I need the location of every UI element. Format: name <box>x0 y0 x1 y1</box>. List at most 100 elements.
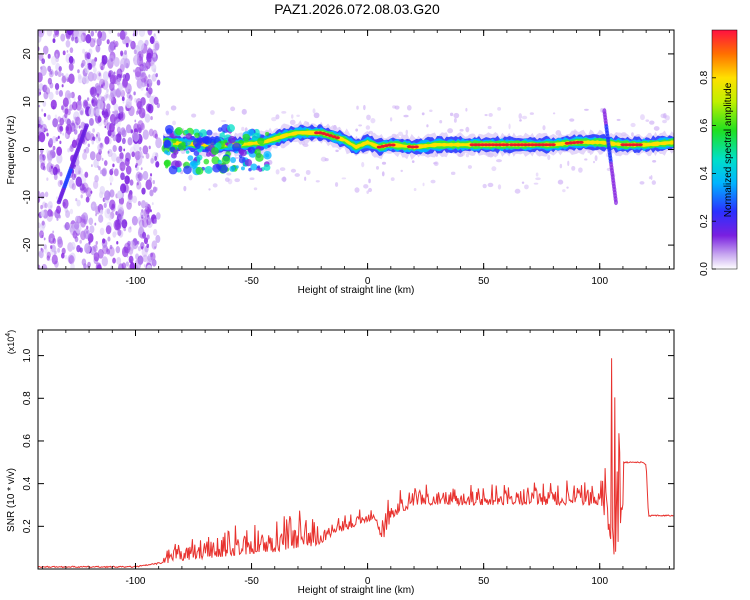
noise-blob <box>120 172 125 181</box>
ridge-core <box>540 143 546 147</box>
noise-blob <box>141 187 146 195</box>
noise-blob <box>116 209 124 220</box>
noise-blob <box>147 30 153 36</box>
noise-blob <box>131 151 136 158</box>
noise-blob <box>101 167 108 177</box>
noise-blob <box>108 93 114 102</box>
noise-blob <box>640 114 645 121</box>
noise-blob <box>521 115 528 120</box>
noise-blob <box>139 53 142 57</box>
noise-blob <box>281 176 287 182</box>
noise-blob <box>38 190 41 199</box>
noise-blob <box>46 149 50 154</box>
noise-blob <box>43 244 47 250</box>
noise-blob <box>524 184 529 190</box>
ridge-blob <box>265 131 270 137</box>
noise-blob <box>98 214 104 223</box>
noise-blob <box>109 182 112 186</box>
noise-blob <box>141 246 144 250</box>
noise-blob <box>224 177 230 182</box>
noise-blob <box>97 165 100 169</box>
noise-blob <box>150 252 156 261</box>
noise-blob <box>132 195 138 204</box>
noise-blob <box>453 117 457 123</box>
noise-blob <box>86 97 90 101</box>
noise-blob <box>108 43 114 54</box>
noise-blob <box>275 169 280 175</box>
noise-blob <box>521 181 525 184</box>
noise-blob <box>134 150 141 161</box>
noise-blob <box>38 132 46 143</box>
noise-blob <box>230 106 236 112</box>
noise-blob <box>155 137 162 149</box>
noise-blob <box>41 126 45 132</box>
noise-blob <box>519 119 522 122</box>
ridge-core <box>578 140 584 144</box>
noise-blob <box>41 58 46 65</box>
noise-blob <box>95 244 98 248</box>
noise-blob <box>645 119 650 122</box>
noise-blob <box>142 145 149 155</box>
noise-blob <box>137 200 141 207</box>
ridge-core <box>497 143 503 147</box>
noise-blob <box>40 65 47 76</box>
noise-blob <box>150 155 156 164</box>
noise-blob <box>281 111 287 114</box>
noise-blob <box>77 69 80 74</box>
noise-blob <box>104 190 111 201</box>
noise-blob <box>107 150 110 154</box>
noise-blob <box>64 112 68 119</box>
noise-blob <box>249 177 255 181</box>
noise-blob <box>77 73 82 80</box>
noise-blob <box>104 208 111 219</box>
noise-blob <box>118 106 122 111</box>
noise-blob <box>593 160 596 164</box>
ridge-blob <box>174 160 182 168</box>
noise-blob <box>43 237 46 241</box>
noise-blob <box>482 183 487 189</box>
noise-blob <box>89 151 96 161</box>
noise-blob <box>59 180 63 186</box>
noise-blob <box>226 172 232 176</box>
noise-blob <box>131 215 138 226</box>
noise-blob <box>153 218 158 225</box>
noise-blob <box>109 189 115 198</box>
ridge-core <box>627 143 633 147</box>
noise-blob <box>81 182 89 194</box>
ridge-blob <box>219 164 228 174</box>
noise-blob <box>106 208 111 215</box>
noise-blob <box>49 82 54 89</box>
noise-blob <box>55 53 58 57</box>
noise-blob <box>70 241 76 250</box>
ridge-blob <box>263 144 269 150</box>
ridge-blob <box>206 129 213 136</box>
noise-blob <box>115 118 121 128</box>
noise-blob <box>85 196 90 203</box>
noise-blob <box>108 214 112 221</box>
noise-blob <box>61 247 66 255</box>
noise-blob <box>663 112 667 119</box>
noise-blob <box>46 30 53 37</box>
noise-blob <box>253 187 258 191</box>
ridge-core <box>390 143 396 147</box>
noise-blob <box>93 252 100 262</box>
noise-blob <box>57 70 62 78</box>
noise-blob <box>53 173 58 181</box>
snr-chart: -100 -50 0 50 100 0.2 0.4 0.6 0.8 1.0 Height of s… <box>5 329 675 596</box>
noise-blob <box>47 114 51 121</box>
noise-blob <box>134 119 137 123</box>
noise-blob <box>370 117 376 124</box>
bottom-xaxis-label: Height of straight line (km) <box>298 585 415 596</box>
ridge-blob <box>194 132 200 139</box>
noise-blob <box>124 31 128 36</box>
noise-blob <box>106 103 111 111</box>
top-xtick-label: 0 <box>365 276 371 287</box>
noise-blob <box>66 49 69 53</box>
noise-blob <box>95 108 101 117</box>
noise-blob <box>497 184 502 190</box>
noise-blob <box>130 41 134 48</box>
noise-blob <box>61 75 67 84</box>
noise-blob <box>140 211 145 218</box>
noise-blob <box>99 209 104 215</box>
noise-blob <box>241 126 245 132</box>
